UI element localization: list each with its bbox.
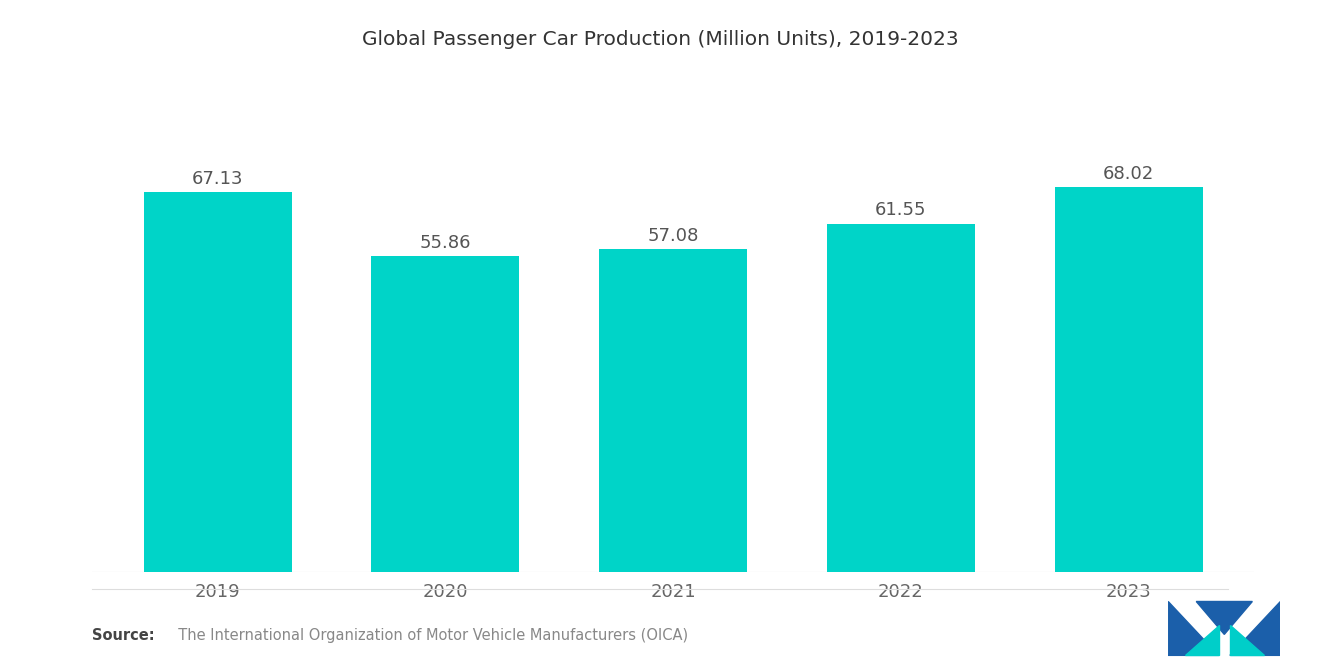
Polygon shape xyxy=(1230,625,1263,656)
Text: 55.86: 55.86 xyxy=(420,233,471,251)
Bar xyxy=(371,256,520,572)
Text: 67.13: 67.13 xyxy=(191,170,243,188)
Text: 61.55: 61.55 xyxy=(875,201,927,219)
Text: 68.02: 68.02 xyxy=(1104,165,1155,183)
Polygon shape xyxy=(1168,601,1218,656)
Polygon shape xyxy=(1230,601,1280,656)
Bar xyxy=(599,249,747,572)
Text: Source:: Source: xyxy=(92,628,154,642)
Polygon shape xyxy=(1185,625,1218,656)
Bar xyxy=(1055,188,1203,572)
Bar xyxy=(826,224,975,572)
Text: Global Passenger Car Production (Million Units), 2019-2023: Global Passenger Car Production (Million… xyxy=(362,30,958,49)
Text: 57.08: 57.08 xyxy=(648,227,698,245)
Text: The International Organization of Motor Vehicle Manufacturers (OICA): The International Organization of Motor … xyxy=(169,628,688,642)
Polygon shape xyxy=(1196,601,1253,634)
Bar xyxy=(144,192,292,572)
